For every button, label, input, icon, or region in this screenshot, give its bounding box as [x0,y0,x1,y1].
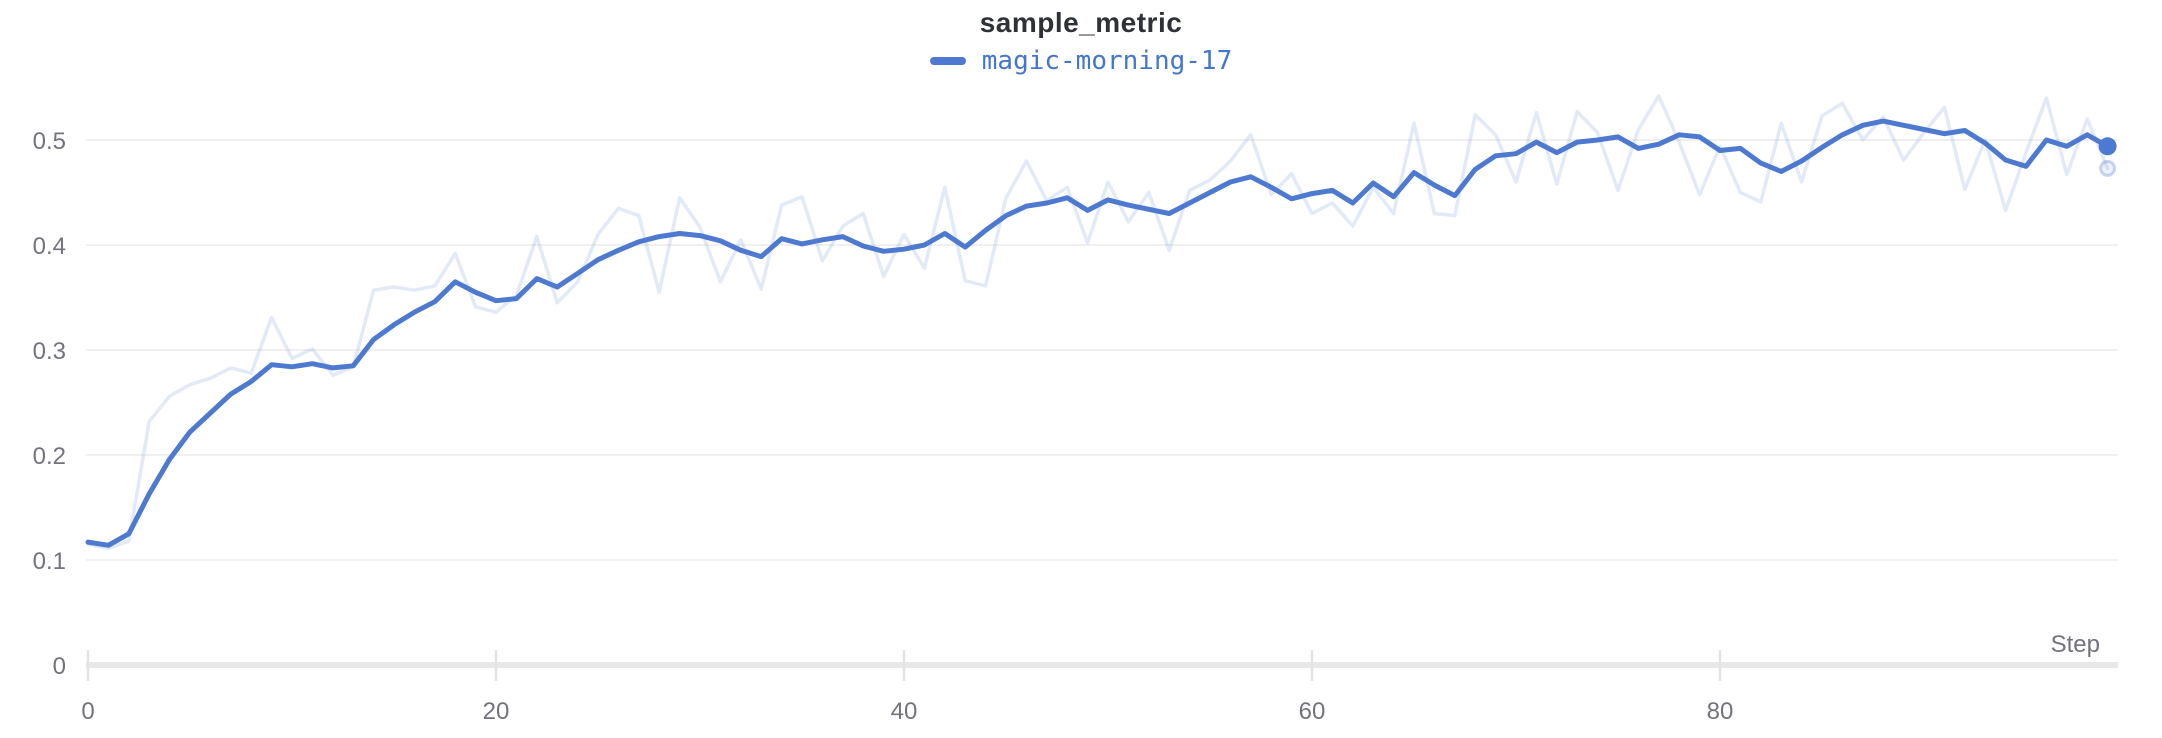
y-tick-label: 0.2 [33,443,66,470]
x-tick-label: 80 [1707,698,1734,725]
legend-item-run[interactable]: magic-morning-17 [929,46,1233,76]
y-tick-label: 0.3 [33,338,66,365]
x-tick-label: 60 [1299,698,1326,725]
x-tick-label: 40 [891,698,918,725]
chart-legend: magic-morning-17 [0,44,2162,78]
y-tick-label: 0.4 [33,233,66,260]
y-tick-label: 0.5 [33,128,66,155]
raw-metric-line[interactable] [86,94,2110,551]
latest-value-dot[interactable] [2098,137,2117,156]
x-tick-label: 0 [81,698,94,725]
x-axis-title: Step [2051,631,2100,658]
x-tick-label: 20 [483,698,510,725]
axis-label-layer: 0 0.1 0.2 0.3 0.4 0.5 0 20 40 60 80 [33,128,1734,725]
legend-line-icon [929,57,966,65]
y-tick-label: 0.1 [33,548,66,575]
series-layer [85,94,2117,551]
raw-end-point-ghost-dot[interactable] [2099,159,2117,177]
smoothed-metric-line[interactable] [85,118,2111,548]
gridline-layer [86,139,2118,681]
legend-run-label: magic-morning-17 [981,46,1233,76]
chart-title: sample_metric [979,7,1183,38]
y-tick-label: 0 [53,653,66,680]
